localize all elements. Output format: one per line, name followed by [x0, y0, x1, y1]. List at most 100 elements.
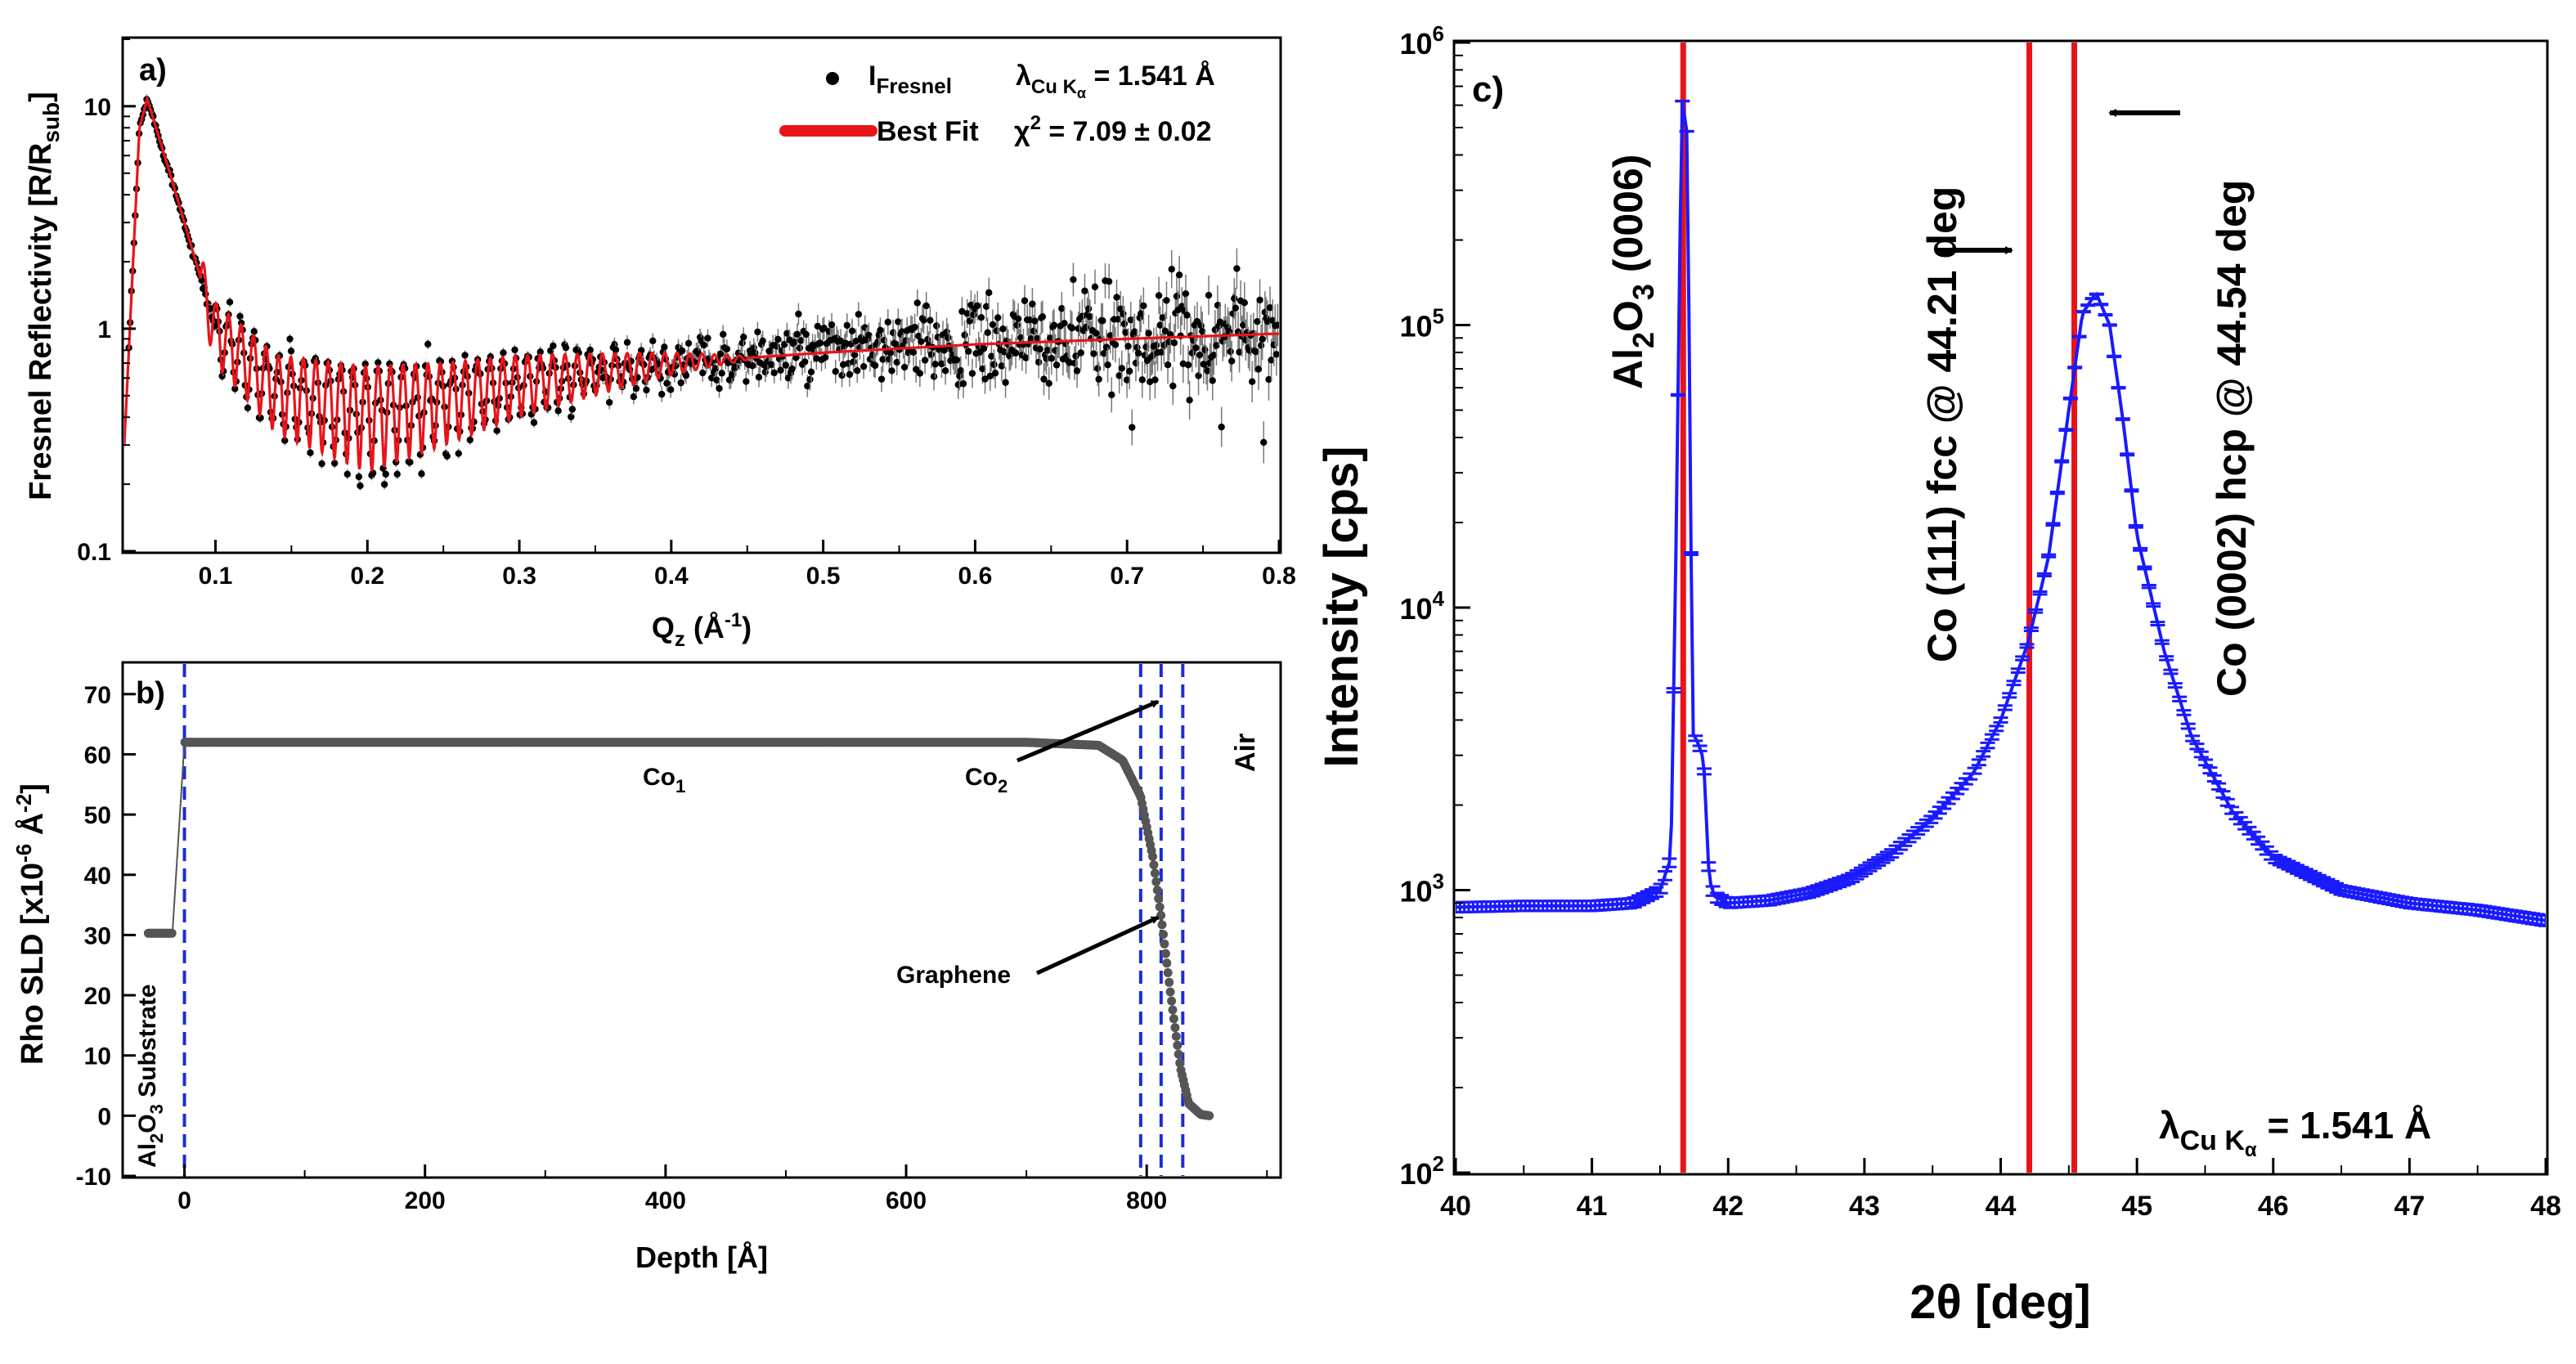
- data-point: [1169, 382, 1177, 390]
- data-point: [605, 398, 613, 406]
- panel-c-xrd: 40 41 42 43 44 45 46 47 48 102 103 104 105 106 c) Al2…: [1315, 21, 2561, 1329]
- sld-point: [1154, 894, 1164, 904]
- legend-data-marker: [826, 72, 839, 85]
- sld-point: [1157, 920, 1167, 930]
- data-point: [1195, 372, 1202, 379]
- sld-point: [1171, 1031, 1181, 1041]
- data-point: [801, 358, 809, 366]
- data-point: [718, 370, 725, 377]
- data-point: [382, 470, 389, 478]
- data-point: [1151, 376, 1159, 384]
- data-point: [1254, 317, 1261, 325]
- data-point: [1152, 342, 1160, 349]
- data-point: [915, 332, 922, 340]
- data-point: [424, 340, 432, 348]
- sld-point: [1150, 868, 1160, 878]
- data-point: [1048, 355, 1056, 362]
- panel-c-xlabel: 2θ [deg]: [1910, 1276, 2090, 1329]
- label-co1: Co1: [643, 764, 685, 796]
- data-point: [807, 368, 815, 376]
- data-point: [1108, 391, 1115, 399]
- data-point: [1113, 294, 1120, 301]
- x-tick-label: 0.4: [654, 563, 689, 590]
- data-point: [1218, 423, 1225, 431]
- sld-point: [1148, 851, 1157, 861]
- data-point: [1236, 348, 1243, 356]
- data-point: [612, 346, 620, 353]
- data-point: [981, 375, 989, 383]
- data-point: [877, 326, 884, 334]
- data-point: [361, 360, 369, 368]
- data-point: [1123, 376, 1131, 384]
- panel-b-xlabel: Depth [Å]: [635, 1241, 768, 1274]
- data-point: [846, 370, 854, 379]
- data-point: [666, 386, 675, 393]
- data-point: [770, 369, 778, 377]
- data-point: [791, 339, 798, 346]
- data-point: [982, 303, 990, 310]
- y-tick-label: 10: [84, 1043, 111, 1070]
- data-point: [406, 459, 414, 466]
- x-tick-label: 600: [886, 1187, 927, 1214]
- data-point: [287, 348, 295, 355]
- arrow-graphene: [1035, 915, 1160, 976]
- panel-b-ylabel: Rho SLD [x10-6 Å-2]: [11, 783, 50, 1065]
- data-point: [963, 310, 971, 317]
- sld-point: [1169, 1014, 1178, 1024]
- data-point: [1111, 341, 1120, 348]
- data-point: [797, 337, 805, 344]
- data-point: [1134, 349, 1142, 357]
- data-point: [748, 362, 756, 370]
- panel-a-ticks: 0.1 0.2 0.3 0.4 0.5 0.6 0.7 0.8 0.1 1 10: [77, 38, 1296, 590]
- data-point: [1138, 310, 1145, 317]
- data-point: [1159, 314, 1166, 321]
- data-point: [343, 470, 351, 478]
- x-tick-label: 0.2: [350, 563, 384, 590]
- sld-point: [1163, 968, 1173, 977]
- data-point: [307, 449, 314, 456]
- reflectivity-data-points: [125, 94, 1279, 491]
- data-point: [774, 335, 782, 343]
- data-point: [1138, 376, 1146, 384]
- data-point: [679, 347, 686, 355]
- data-point: [461, 352, 469, 359]
- data-point: [920, 316, 927, 324]
- x-tick-label: 800: [1126, 1187, 1167, 1214]
- data-point: [1000, 348, 1008, 356]
- data-point: [466, 436, 474, 444]
- x-tick-label: 45: [2121, 1191, 2152, 1222]
- data-point: [843, 321, 851, 330]
- sld-point: [167, 928, 177, 938]
- data-point: [286, 335, 294, 343]
- data-point: [1084, 305, 1093, 312]
- data-point: [1129, 424, 1136, 431]
- data-point: [979, 365, 986, 373]
- data-point: [1232, 304, 1240, 312]
- data-point: [1106, 332, 1114, 339]
- data-point: [1122, 329, 1129, 336]
- data-point: [1091, 283, 1099, 291]
- data-point: [954, 357, 961, 364]
- data-point: [257, 414, 264, 422]
- data-point: [1274, 321, 1279, 329]
- data-point: [677, 379, 684, 387]
- data-point: [1209, 377, 1216, 384]
- data-point: [788, 365, 796, 373]
- sld-step: [171, 742, 186, 934]
- data-point: [1210, 352, 1218, 359]
- y-tick-label: 103: [1399, 869, 1444, 909]
- data-point: [720, 330, 727, 339]
- data-point: [822, 353, 829, 361]
- data-point: [716, 350, 725, 358]
- y-tick-label: 30: [84, 922, 111, 949]
- data-point: [1213, 342, 1220, 349]
- panel-c-plot-area: [1456, 43, 2546, 1173]
- label-substrate: Al2O3 Substrate: [134, 984, 167, 1168]
- data-point: [1105, 277, 1113, 285]
- x-tick-label: 47: [2394, 1191, 2425, 1222]
- x-tick-label: 40: [1440, 1191, 1471, 1222]
- data-point: [932, 322, 940, 330]
- data-point: [854, 366, 861, 375]
- data-point: [1093, 365, 1102, 372]
- data-point: [852, 337, 859, 345]
